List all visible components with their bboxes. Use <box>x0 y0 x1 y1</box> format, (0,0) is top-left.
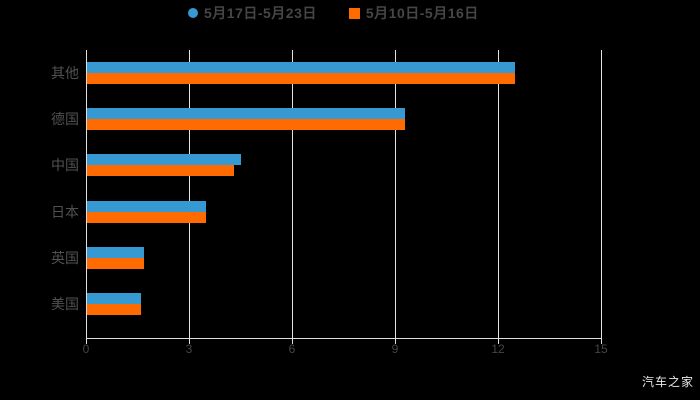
x-axis-tick <box>86 339 87 344</box>
x-axis-tick-label: 9 <box>391 342 399 356</box>
legend-square-marker-icon <box>348 7 360 19</box>
gridline <box>601 50 602 338</box>
x-axis-tick-label: 3 <box>185 342 193 356</box>
plot-area <box>86 50 602 338</box>
gridline <box>498 50 499 338</box>
bar-美国-orange <box>86 304 141 315</box>
y-axis-category-label: 日本 <box>51 204 79 220</box>
bar-中国-blue <box>86 154 241 165</box>
legend-item-orange-series[interactable]: 5月10日-5月16日 <box>348 3 479 23</box>
bar-德国-orange <box>86 119 405 130</box>
x-axis-line <box>86 338 602 339</box>
legend: 5月17日-5月23日 5月10日-5月16日 <box>188 3 479 23</box>
y-axis-category-label: 美国 <box>51 296 79 312</box>
gridline <box>395 50 396 338</box>
bar-美国-blue <box>86 293 141 304</box>
watermark-logo: 汽车之家 <box>641 375 694 389</box>
bar-其他-orange <box>86 73 515 84</box>
x-axis-tick-label: 6 <box>288 342 296 356</box>
bar-英国-orange <box>86 258 144 269</box>
x-axis-tick <box>292 339 293 344</box>
legend-item-blue-series[interactable]: 5月17日-5月23日 <box>188 3 317 23</box>
x-axis-tick <box>189 339 190 344</box>
y-axis-category-label: 英国 <box>51 250 79 266</box>
y-axis-category-label: 德国 <box>51 111 79 127</box>
y-axis-category-label: 其他 <box>51 65 79 81</box>
x-axis-tick-label: 0 <box>82 342 90 356</box>
y-axis-line <box>86 50 87 338</box>
bar-中国-orange <box>86 165 234 176</box>
gridline <box>189 50 190 338</box>
bar-其他-blue <box>86 62 515 73</box>
y-axis-category-label: 中国 <box>51 157 79 173</box>
bar-英国-blue <box>86 247 144 258</box>
gridline <box>292 50 293 338</box>
bar-德国-blue <box>86 108 405 119</box>
x-axis-tick <box>498 339 499 344</box>
x-axis-tick-label: 15 <box>594 342 608 356</box>
x-axis-tick-label: 12 <box>491 342 505 356</box>
bar-日本-blue <box>86 201 206 212</box>
x-axis-tick <box>601 339 602 344</box>
legend-label: 5月17日-5月23日 <box>204 5 317 21</box>
legend-label: 5月10日-5月16日 <box>365 5 479 21</box>
bar-日本-orange <box>86 212 206 223</box>
x-axis-tick <box>395 339 396 344</box>
legend-circle-marker-icon <box>188 8 198 18</box>
